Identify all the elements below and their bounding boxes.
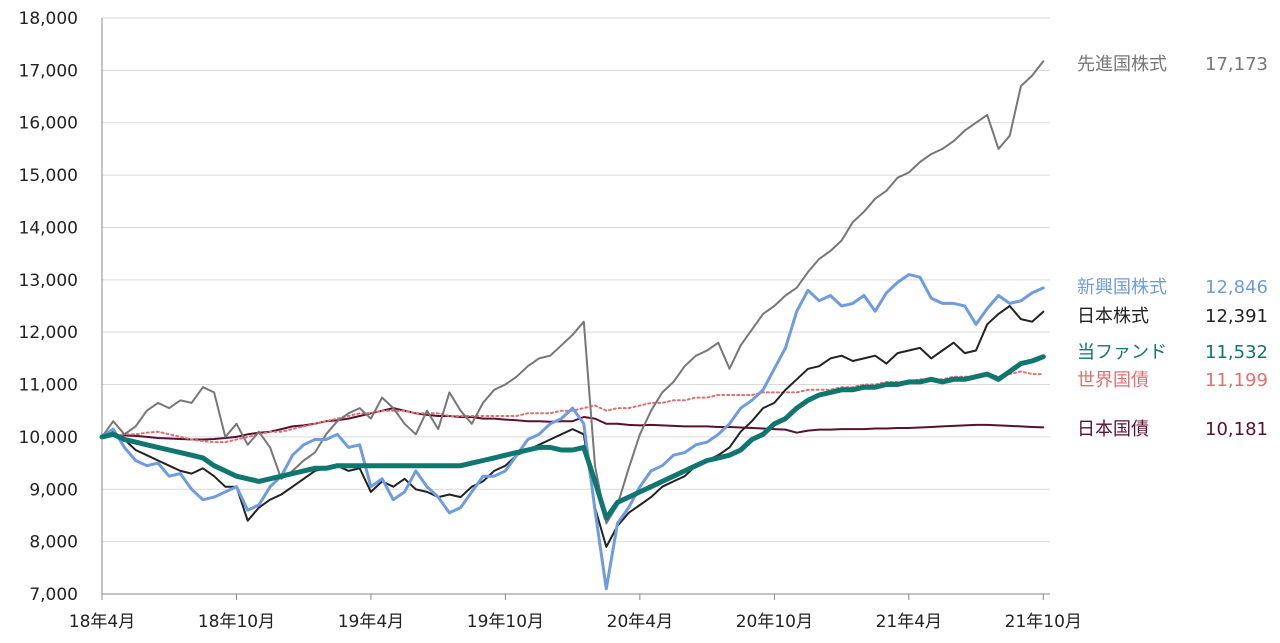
x-axis-ticks: 18年4月 18年10月 19年4月 19年10月 20年4月 20年10月 21年4月 21… xyxy=(69,594,1082,632)
series-label-value: 10,181 xyxy=(1205,419,1268,440)
y-axis-ticks: 7,000 8,000 9,000 10,000 11,000 12,000 13,000 1… xyxy=(19,9,78,605)
series-label-name: 世界国債 xyxy=(1077,370,1149,391)
series-label-value: 17,173 xyxy=(1205,54,1268,75)
gridlines xyxy=(102,17,1050,543)
series-label-name: 日本株式 xyxy=(1077,306,1149,327)
series-lines xyxy=(99,60,1046,591)
series-line-当ファンド xyxy=(99,354,1046,521)
x-tick-label: 19年10月 xyxy=(467,612,544,632)
series-label-name: 当ファンド xyxy=(1077,342,1167,363)
series-line-世界国債 xyxy=(101,370,1045,444)
series-line-日本株式 xyxy=(101,305,1045,548)
y-tick-label: 11,000 xyxy=(19,376,78,396)
series-label-name: 先進国株式 xyxy=(1077,54,1167,75)
y-tick-label: 14,000 xyxy=(19,218,78,238)
x-tick-label: 21年10月 xyxy=(1005,612,1082,632)
y-tick-label: 9,000 xyxy=(29,480,78,500)
y-tick-label: 15,000 xyxy=(19,166,78,186)
x-tick-label: 18年4月 xyxy=(69,612,135,632)
y-tick-label: 17,000 xyxy=(19,61,78,81)
series-label-value: 11,532 xyxy=(1205,342,1268,363)
y-tick-label: 7,000 xyxy=(29,585,78,605)
series-line-先進国株式 xyxy=(101,60,1045,525)
x-tick-label: 19年4月 xyxy=(338,612,404,632)
series-line-新興国株式 xyxy=(100,273,1045,591)
y-tick-label: 16,000 xyxy=(19,114,78,134)
y-tick-label: 8,000 xyxy=(29,533,78,553)
x-tick-label: 20年4月 xyxy=(607,612,673,632)
axes xyxy=(101,18,1050,595)
series-label-value: 12,846 xyxy=(1205,277,1268,298)
y-tick-label: 13,000 xyxy=(19,271,78,291)
x-tick-label: 21年4月 xyxy=(876,612,942,632)
series-labels: 先進国株式 17,173 新興国株式 12,846 日本株式 12,391 当ファンド 11,… xyxy=(1077,54,1268,440)
y-tick-label: 10,000 xyxy=(19,428,78,448)
series-label-name: 新興国株式 xyxy=(1077,277,1167,298)
x-tick-label: 18年10月 xyxy=(198,612,275,632)
series-label-name: 日本国債 xyxy=(1077,419,1149,440)
series-label-value: 11,199 xyxy=(1205,370,1268,391)
x-tick-label: 20年10月 xyxy=(736,612,813,632)
y-tick-label: 12,000 xyxy=(19,323,78,343)
y-tick-label: 18,000 xyxy=(19,9,78,29)
series-label-value: 12,391 xyxy=(1205,306,1268,327)
